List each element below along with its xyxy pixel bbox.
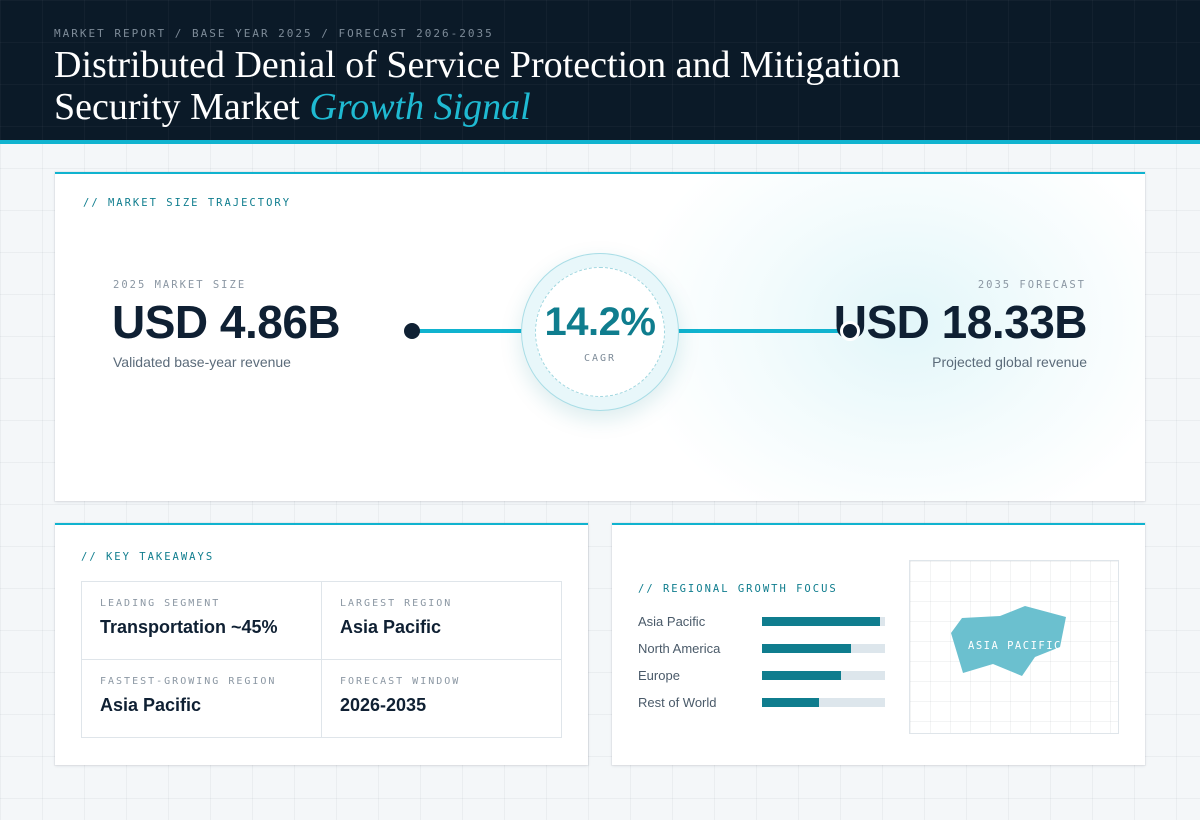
region-bar-rest-of-world: Rest of World (638, 695, 898, 710)
market-size-trajectory-card: // MARKET SIZE TRAJECTORY 2025 MARKET SI… (55, 172, 1145, 501)
title-accent: Growth Signal (309, 86, 531, 128)
start-caption: Validated base-year revenue (113, 354, 291, 370)
region-bar-north-america: North America (638, 641, 898, 656)
report-eyebrow: MARKET REPORT / BASE YEAR 2025 / FORECAS… (54, 27, 494, 40)
asia-pacific-region-shape (951, 606, 1066, 676)
region-bar-fill (762, 617, 881, 626)
region-bar-track (762, 671, 885, 680)
cagr-value: 14.2% (544, 300, 656, 344)
cagr-label: CAGR (583, 353, 617, 364)
takeaway-largest-region: LARGEST REGION Asia Pacific (322, 582, 562, 660)
start-value: USD 4.86B (112, 296, 341, 348)
takeaways-grid: LEADING SEGMENT Transportation ~45% LARG… (81, 581, 562, 738)
end-caption: Projected global revenue (932, 354, 1087, 370)
cagr-inner-ring: 14.2% CAGR (535, 267, 665, 397)
region-name: North America (638, 641, 721, 656)
report-header: MARKET REPORT / BASE YEAR 2025 / FORECAS… (0, 0, 1200, 144)
end-dot (840, 321, 860, 341)
takeaway-fastest-growing-region: FASTEST-GROWING REGION Asia Pacific (82, 660, 322, 738)
takeaway-forecast-window: FORECAST WINDOW 2026-2035 (322, 660, 562, 738)
regional-growth-card: // REGIONAL GROWTH FOCUS Asia Pacific No… (612, 523, 1145, 765)
takeaway-key: LARGEST REGION (340, 598, 453, 609)
end-value: USD 18.33B (833, 296, 1088, 348)
start-kicker: 2025 MARKET SIZE (113, 279, 247, 291)
takeaway-key: FASTEST-GROWING REGION (100, 676, 277, 687)
takeaway-value: Transportation ~45% (100, 617, 278, 637)
takeaway-value: 2026-2035 (340, 695, 427, 715)
regional-label: // REGIONAL GROWTH FOCUS (638, 583, 838, 595)
title-main: Distributed Denial of Service Protection… (54, 44, 901, 128)
cagr-badge: 14.2% CAGR (521, 253, 679, 411)
page-title: Distributed Denial of Service Protection… (54, 44, 954, 128)
takeaway-key: LEADING SEGMENT (100, 598, 221, 609)
takeaway-leading-segment: LEADING SEGMENT Transportation ~45% (82, 582, 322, 660)
region-bar-europe: Europe (638, 668, 898, 683)
key-takeaways-card: // KEY TAKEAWAYS LEADING SEGMENT Transpo… (55, 523, 588, 765)
takeaway-value: Asia Pacific (100, 695, 202, 715)
map-region-label: ASIA PACIFIC (968, 640, 1062, 652)
asia-pacific-map: ASIA PACIFIC (909, 560, 1119, 734)
end-kicker: 2035 FORECAST (977, 279, 1086, 291)
region-bar-asia-pacific: Asia Pacific (638, 614, 898, 629)
trajectory-label: // MARKET SIZE TRAJECTORY (83, 197, 292, 209)
takeaways-label: // KEY TAKEAWAYS (81, 551, 215, 563)
region-name: Europe (638, 668, 680, 683)
region-bar-fill (762, 644, 851, 653)
region-bar-track (762, 617, 885, 626)
region-name: Asia Pacific (638, 614, 706, 629)
region-name: Rest of World (638, 695, 717, 710)
region-bar-track (762, 698, 885, 707)
background-glow (625, 174, 1145, 501)
takeaway-value: Asia Pacific (340, 617, 442, 637)
region-bar-fill (762, 698, 819, 707)
region-bar-fill (762, 671, 841, 680)
region-bar-track (762, 644, 885, 653)
takeaway-key: FORECAST WINDOW (340, 676, 461, 687)
start-dot (404, 323, 420, 339)
